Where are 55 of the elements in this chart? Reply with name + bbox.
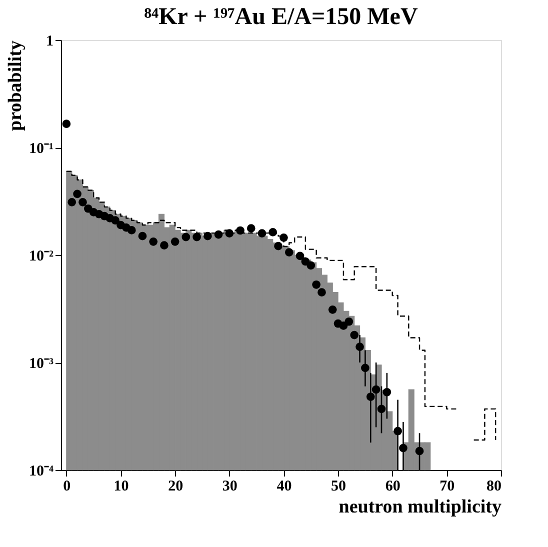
x-tick-label: 20 [168,478,184,494]
point [258,229,266,238]
point [366,392,375,401]
point [306,261,316,270]
y-axis-title: probability [5,40,26,131]
point [318,288,326,296]
point [399,444,408,452]
point [382,388,392,396]
point [296,252,304,260]
x-tick-label: 70 [440,478,455,494]
point [350,330,359,340]
point [344,317,354,326]
point [328,306,337,314]
y-tick-label: 1 [46,34,54,50]
x-tick-label: 60 [385,478,400,494]
y-tick-label: 10⁻² [29,248,54,264]
point [284,248,294,256]
point [182,232,190,242]
point [127,226,136,234]
point [415,446,424,456]
point [236,226,244,235]
point [138,232,147,240]
point [170,238,180,246]
point [312,280,320,289]
x-tick-label: 80 [486,478,502,494]
point [68,198,76,206]
point [361,364,370,372]
x-tick-label: 0 [63,478,71,494]
point [78,198,87,206]
point [160,241,168,250]
point [203,232,212,240]
x-tick-label: 40 [276,478,292,494]
point [214,230,223,239]
point [73,190,82,198]
x-tick-label: 50 [331,478,346,494]
point [372,385,380,394]
x-axis-title: neutron multiplicity [338,496,502,518]
y-tick-label: 10⁻⁴ [29,464,54,480]
point [225,229,234,238]
point [394,426,402,436]
y-tick-label: 10⁻¹ [29,141,54,157]
point [356,342,364,351]
point [377,404,386,414]
point [62,120,71,128]
point [149,238,158,246]
y-tick-label: 10⁻³ [29,356,54,372]
x-tick-label: 30 [222,478,238,494]
point [246,224,256,233]
point [268,228,278,236]
chart-title: ⁸⁴Kr + ¹⁹⁷Au E/A=150 MeV [144,4,418,30]
x-tick-label: 10 [114,478,129,494]
point [274,242,282,250]
point [192,232,201,242]
point [111,216,120,225]
point [280,233,288,242]
